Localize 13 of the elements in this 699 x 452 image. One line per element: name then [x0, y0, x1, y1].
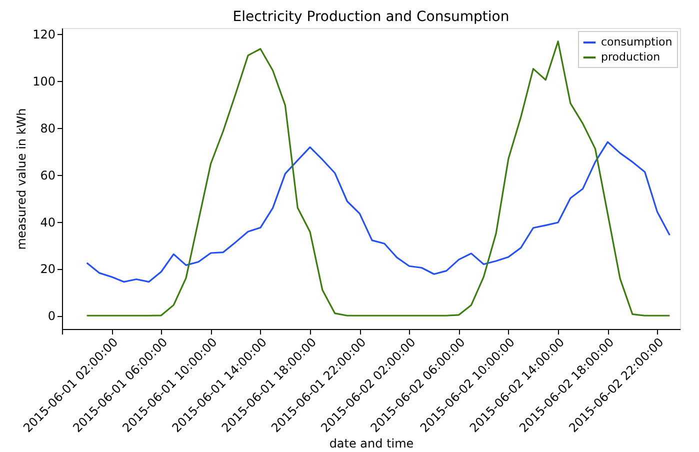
y-tick-label: 0: [48, 309, 56, 324]
legend-label: consumption: [601, 36, 672, 48]
y-tick-label: 40: [40, 215, 56, 230]
line-series: [86, 141, 670, 283]
y-tick-label: 60: [40, 168, 56, 182]
y-tick-label: 20: [40, 262, 56, 276]
legend-label: production: [601, 50, 660, 64]
y-tick-label: 80: [40, 121, 56, 136]
chart-title: Electricity Production and Consumption: [232, 9, 510, 25]
y-tick-label: 100: [32, 74, 56, 89]
x-axis-title: date and time: [329, 436, 414, 450]
y-axis-title: measured value in kWh: [14, 108, 29, 250]
y-tick-label: 120: [32, 28, 56, 42]
